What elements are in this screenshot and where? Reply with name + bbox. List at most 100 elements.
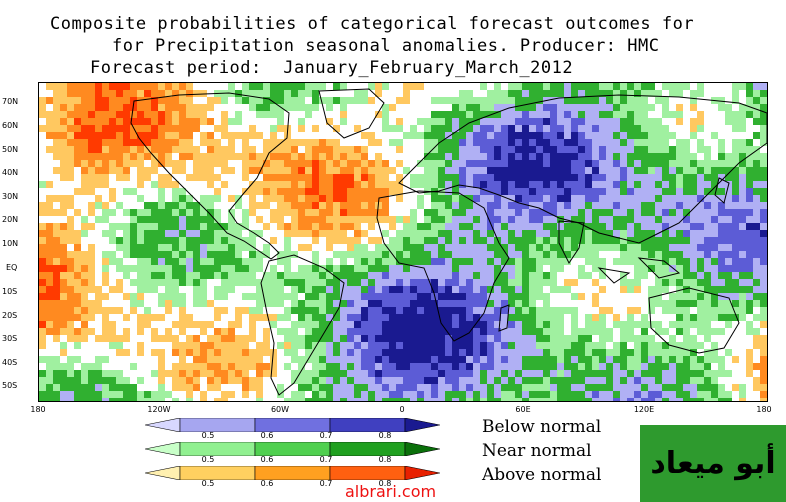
probability-cell	[354, 237, 361, 244]
probability-cell	[599, 251, 606, 258]
probability-cell	[739, 265, 746, 272]
probability-cell	[186, 314, 193, 321]
probability-cell	[431, 125, 438, 132]
probability-cell	[480, 160, 487, 167]
probability-cell	[53, 258, 60, 265]
probability-cell	[67, 230, 74, 237]
probability-cell	[214, 391, 221, 398]
probability-cell	[109, 139, 116, 146]
probability-cell	[473, 258, 480, 265]
probability-cell	[228, 279, 235, 286]
probability-cell	[228, 202, 235, 209]
probability-cell	[235, 83, 242, 90]
probability-cell	[487, 104, 494, 111]
probability-cell	[578, 97, 585, 104]
probability-cell	[249, 251, 256, 258]
probability-cell	[725, 342, 732, 349]
probability-cell	[662, 174, 669, 181]
probability-cell	[347, 279, 354, 286]
probability-cell	[522, 223, 529, 230]
probability-cell	[676, 300, 683, 307]
probability-cell	[130, 209, 137, 216]
probability-cell	[228, 111, 235, 118]
probability-cell	[172, 90, 179, 97]
probability-cell	[172, 328, 179, 335]
probability-cell	[732, 286, 739, 293]
probability-cell	[368, 356, 375, 363]
probability-cell	[550, 139, 557, 146]
probability-cell	[207, 132, 214, 139]
probability-cell	[564, 111, 571, 118]
probability-cell	[522, 342, 529, 349]
probability-cell	[620, 342, 627, 349]
legend-tick: 0.7	[319, 455, 333, 464]
probability-cell	[242, 265, 249, 272]
probability-cell	[88, 202, 95, 209]
probability-cell	[284, 90, 291, 97]
probability-cell	[200, 279, 207, 286]
probability-cell	[459, 314, 466, 321]
probability-cell	[200, 370, 207, 377]
probability-cell	[725, 356, 732, 363]
probability-cell	[340, 314, 347, 321]
probability-cell	[312, 132, 319, 139]
probability-cell	[172, 97, 179, 104]
probability-cell	[564, 244, 571, 251]
probability-cell	[102, 356, 109, 363]
probability-cell	[438, 328, 445, 335]
probability-cell	[382, 223, 389, 230]
probability-cell	[39, 244, 46, 251]
probability-cell	[676, 321, 683, 328]
probability-cell	[459, 90, 466, 97]
probability-cell	[725, 174, 732, 181]
probability-cell	[438, 314, 445, 321]
probability-cell	[403, 132, 410, 139]
probability-cell	[634, 223, 641, 230]
probability-cell	[116, 83, 123, 90]
probability-cell	[144, 146, 151, 153]
probability-cell	[592, 160, 599, 167]
probability-cell	[662, 230, 669, 237]
probability-cell	[361, 328, 368, 335]
probability-cell	[522, 286, 529, 293]
probability-cell	[249, 272, 256, 279]
probability-cell	[179, 146, 186, 153]
probability-cell	[39, 181, 46, 188]
probability-cell	[53, 97, 60, 104]
probability-cell	[144, 167, 151, 174]
probability-cell	[109, 300, 116, 307]
probability-cell	[116, 230, 123, 237]
probability-cell	[627, 118, 634, 125]
probability-cell	[207, 209, 214, 216]
probability-cell	[494, 328, 501, 335]
probability-cell	[529, 188, 536, 195]
probability-cell	[662, 265, 669, 272]
probability-cell	[102, 111, 109, 118]
forecast-period: Forecast period: January_February_March_…	[90, 58, 574, 78]
probability-cell	[459, 160, 466, 167]
probability-cell	[46, 384, 53, 391]
probability-cell	[277, 321, 284, 328]
probability-cell	[214, 83, 221, 90]
probability-cell	[662, 139, 669, 146]
probability-cell	[340, 167, 347, 174]
probability-cell	[277, 377, 284, 384]
probability-cell	[88, 307, 95, 314]
probability-cell	[634, 279, 641, 286]
probability-cell	[53, 342, 60, 349]
probability-cell	[46, 279, 53, 286]
probability-cell	[683, 286, 690, 293]
probability-cell	[326, 216, 333, 223]
probability-cell	[144, 237, 151, 244]
probability-cell	[221, 328, 228, 335]
probability-cell	[648, 146, 655, 153]
probability-cell	[382, 104, 389, 111]
probability-cell	[620, 83, 627, 90]
probability-cell	[529, 167, 536, 174]
probability-cell	[746, 307, 753, 314]
probability-cell	[627, 286, 634, 293]
probability-cell	[641, 321, 648, 328]
probability-cell	[445, 342, 452, 349]
probability-cell	[326, 307, 333, 314]
probability-cell	[550, 118, 557, 125]
